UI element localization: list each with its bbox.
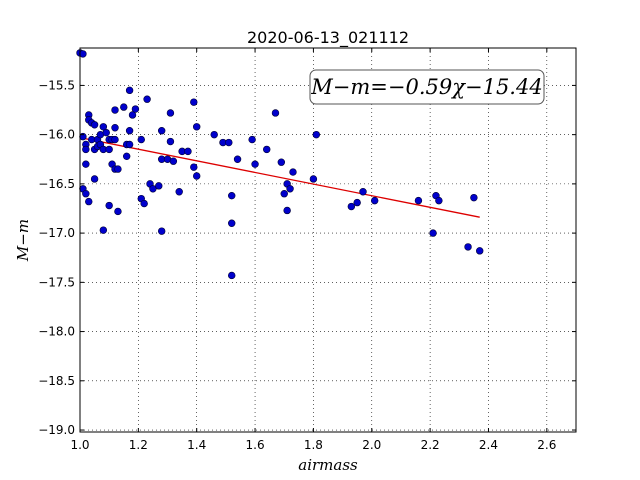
data-point bbox=[233, 155, 242, 163]
data-point bbox=[111, 135, 119, 144]
data-point bbox=[193, 123, 201, 131]
data-point bbox=[114, 207, 122, 216]
y-tick-label: −18.5 bbox=[38, 374, 75, 388]
data-point bbox=[280, 190, 288, 198]
data-point bbox=[228, 219, 236, 227]
x-tick-label: 2.2 bbox=[421, 438, 440, 452]
ticks-layer bbox=[79, 48, 576, 432]
data-point bbox=[414, 196, 423, 205]
data-point bbox=[271, 109, 280, 117]
data-point bbox=[128, 111, 137, 119]
data-point bbox=[166, 137, 175, 146]
data-point bbox=[190, 98, 198, 106]
data-point bbox=[99, 226, 108, 234]
x-tick-label: 1.0 bbox=[70, 438, 89, 452]
data-point bbox=[102, 128, 110, 137]
data-point bbox=[111, 106, 119, 114]
y-axis-label: M−m bbox=[14, 219, 32, 262]
y-tick-label: −17.0 bbox=[38, 226, 75, 240]
data-point bbox=[125, 86, 134, 95]
data-point bbox=[263, 145, 271, 154]
data-point bbox=[228, 191, 236, 200]
data-point bbox=[309, 175, 318, 183]
data-point bbox=[82, 145, 90, 154]
data-point bbox=[155, 182, 163, 190]
data-point bbox=[105, 145, 113, 154]
data-point bbox=[157, 127, 166, 135]
data-point bbox=[248, 135, 256, 144]
x-tick-label: 1.4 bbox=[187, 438, 206, 452]
fit-line-layer bbox=[79, 136, 480, 218]
data-point bbox=[210, 130, 218, 139]
data-point bbox=[370, 196, 379, 205]
x-tick-label: 2.6 bbox=[537, 438, 556, 452]
data-point bbox=[99, 123, 108, 131]
data-point bbox=[193, 172, 201, 180]
data-point bbox=[105, 201, 113, 210]
data-point bbox=[149, 185, 157, 193]
data-point bbox=[435, 196, 443, 205]
data-point bbox=[251, 160, 259, 168]
data-point bbox=[90, 175, 99, 183]
data-point bbox=[312, 130, 321, 139]
data-point bbox=[157, 227, 166, 235]
data-point bbox=[470, 193, 478, 202]
data-point bbox=[114, 165, 122, 173]
grid bbox=[79, 48, 576, 432]
data-point bbox=[429, 229, 437, 237]
data-point bbox=[131, 105, 140, 113]
data-point bbox=[169, 157, 178, 165]
x-tick-label: 2.0 bbox=[362, 438, 381, 452]
chart-title: 2020-06-13_021112 bbox=[247, 28, 409, 48]
y-tick-label: −19.0 bbox=[38, 423, 75, 437]
data-point bbox=[476, 247, 484, 255]
fit-equation-box: M−m=−0.59χ−15.44 bbox=[309, 69, 545, 105]
data-point bbox=[225, 138, 233, 147]
y-tick-label: −16.5 bbox=[38, 177, 75, 191]
data-point bbox=[137, 135, 145, 144]
points-layer bbox=[76, 49, 484, 280]
x-axis-label: airmass bbox=[298, 456, 358, 474]
data-point bbox=[85, 197, 93, 206]
data-point bbox=[111, 124, 119, 132]
x-tick-label: 1.8 bbox=[304, 438, 323, 452]
data-point bbox=[283, 206, 291, 215]
y-tick-label: −15.5 bbox=[38, 78, 75, 92]
data-point bbox=[82, 160, 90, 168]
plot-frame bbox=[79, 47, 577, 433]
data-point bbox=[286, 185, 294, 193]
fit-line bbox=[79, 136, 480, 218]
x-tick-label: 1.6 bbox=[246, 438, 265, 452]
data-point bbox=[289, 168, 297, 176]
data-point bbox=[228, 271, 236, 280]
y-tick-labels: −15.5 −16.0 −16.5 −17.0 −17.5 −18.0 −18.5 −19.0 bbox=[38, 78, 75, 437]
data-point bbox=[140, 199, 148, 208]
y-tick-label: −18.0 bbox=[38, 325, 75, 339]
data-point bbox=[125, 127, 134, 135]
data-point bbox=[359, 188, 367, 196]
data-point bbox=[166, 109, 175, 117]
x-tick-labels: 1.0 1.2 1.4 1.6 1.8 2.0 2.2 2.4 2.6 bbox=[70, 438, 556, 452]
data-point bbox=[122, 152, 131, 161]
data-point bbox=[125, 140, 134, 149]
fit-equation: M−m=−0.59χ−15.44 bbox=[310, 75, 542, 99]
data-point bbox=[277, 158, 286, 166]
data-point bbox=[82, 190, 90, 198]
data-point bbox=[353, 198, 361, 207]
x-tick-label: 1.2 bbox=[129, 438, 148, 452]
data-point bbox=[190, 163, 198, 171]
data-point bbox=[347, 202, 356, 211]
data-point bbox=[120, 103, 128, 111]
data-point bbox=[184, 147, 192, 156]
data-point bbox=[464, 243, 472, 251]
y-tick-label: −16.0 bbox=[38, 128, 75, 142]
data-point bbox=[90, 121, 99, 129]
data-point bbox=[79, 50, 87, 58]
x-tick-label: 2.4 bbox=[479, 438, 498, 452]
y-tick-label: −17.5 bbox=[38, 275, 75, 289]
data-point bbox=[143, 95, 151, 103]
data-point bbox=[175, 188, 183, 196]
